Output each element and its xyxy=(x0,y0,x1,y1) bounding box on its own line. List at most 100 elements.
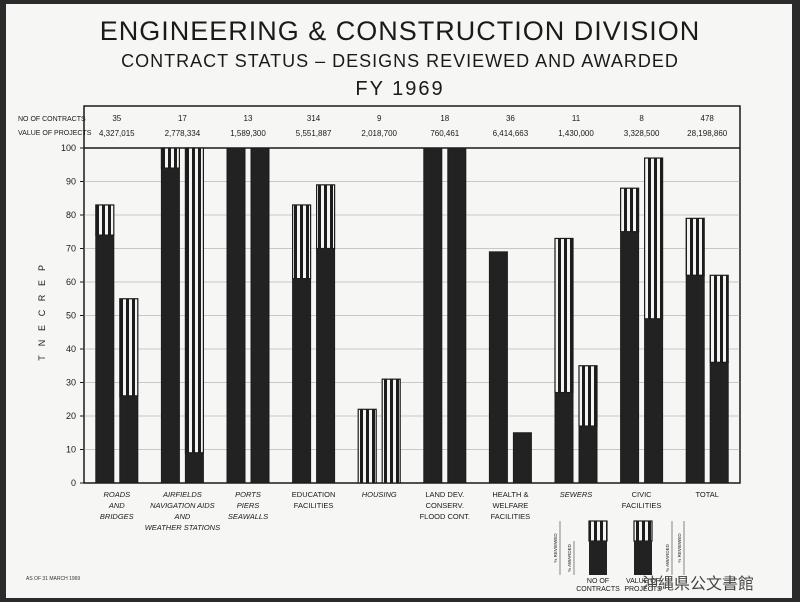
y-tick-label: 50 xyxy=(66,311,76,321)
category-label: FACILITIES xyxy=(622,501,662,510)
category-label: ROADS xyxy=(103,490,130,499)
bar-awarded-segment xyxy=(292,278,312,484)
legend-bar-label: VALUE OF xyxy=(626,578,660,585)
bar-reviewed-segment xyxy=(357,408,377,484)
bar-awarded-segment xyxy=(226,147,246,484)
bar-reviewed-segment xyxy=(578,365,598,427)
contracts-count: 11 xyxy=(572,114,581,123)
bar-awarded-segment xyxy=(184,452,204,484)
bar-awarded-segment xyxy=(447,147,467,484)
bar-awarded-segment xyxy=(95,234,115,484)
y-tick-label: 0 xyxy=(71,478,76,488)
bar-reviewed-segment xyxy=(554,237,574,394)
y-tick-label: 70 xyxy=(66,244,76,254)
legend-reviewed-text: % REVIEWED xyxy=(677,533,682,563)
legend-awarded-text: % AWARDED xyxy=(665,543,670,571)
category-label: CIVIC xyxy=(632,490,653,499)
category-label: SEAWALLS xyxy=(228,512,268,521)
category-label: WELFARE xyxy=(492,501,528,510)
contracts-count: 9 xyxy=(377,114,382,123)
project-value: 1,589,300 xyxy=(230,129,266,138)
category-label: AIRFIELDS xyxy=(162,490,202,499)
y-tick-label: 10 xyxy=(66,445,76,455)
category-label: TOTAL xyxy=(695,490,718,499)
y-tick-label: 30 xyxy=(66,378,76,388)
category-label: SEWERS xyxy=(560,490,593,499)
category-label: EDUCATION xyxy=(292,490,336,499)
contracts-count: 35 xyxy=(112,114,121,123)
bar-reviewed-segment xyxy=(184,147,204,454)
contracts-count: 8 xyxy=(639,114,644,123)
y-axis-label-letter: C xyxy=(37,309,47,316)
category-label: HOUSING xyxy=(362,490,397,499)
archive-watermark: 沖縄県公文書館 xyxy=(642,574,755,593)
y-tick-label: 40 xyxy=(66,344,76,354)
legend-bar-label: PROJECTS xyxy=(624,586,662,593)
y-axis-label-letter: P xyxy=(37,265,47,271)
project-value: 5,551,887 xyxy=(296,129,332,138)
project-value: 1,430,000 xyxy=(558,129,594,138)
bar-awarded-segment xyxy=(512,432,532,484)
legend-reviewed-swatch xyxy=(588,520,608,542)
bar-awarded-segment xyxy=(316,248,336,484)
chart-frame xyxy=(83,105,741,484)
bar-reviewed-segment xyxy=(119,298,139,397)
chart-subtitle: CONTRACT STATUS – DESIGNS REVIEWED AND A… xyxy=(121,51,679,71)
category-label: FLOOD CONT. xyxy=(420,512,470,521)
y-tick-label: 20 xyxy=(66,411,76,421)
legend-awarded-swatch xyxy=(589,541,607,575)
category-label: PORTS xyxy=(235,490,261,499)
legend-bar-label: NO OF xyxy=(587,578,609,585)
bar-reviewed-segment xyxy=(316,184,336,250)
bar-reviewed-segment xyxy=(292,204,312,280)
project-value: 760,461 xyxy=(430,129,459,138)
y-axis-label-letter: E xyxy=(37,325,47,331)
project-value: 2,778,334 xyxy=(165,129,201,138)
category-label: FACILITIES xyxy=(294,501,334,510)
category-label: NAVIGATION AIDS xyxy=(150,501,215,510)
bar-reviewed-segment xyxy=(160,147,180,169)
category-label: AND xyxy=(108,501,125,510)
contracts-count: 36 xyxy=(506,114,515,123)
bar-awarded-segment xyxy=(578,425,598,484)
bar-awarded-segment xyxy=(709,361,729,484)
legend-bar-label: CONTRACTS xyxy=(576,586,620,593)
category-label: HEALTH & xyxy=(492,490,528,499)
y-axis-label-letter: N xyxy=(37,340,47,347)
bar-awarded-segment xyxy=(423,147,443,484)
y-axis-label-letter: E xyxy=(37,280,47,286)
bar-awarded-segment xyxy=(685,274,705,484)
bar-reviewed-segment xyxy=(685,217,705,276)
category-label: PIERS xyxy=(237,501,260,510)
bar-reviewed-segment xyxy=(709,274,729,363)
category-label: AND xyxy=(173,512,190,521)
as-of-footnote: AS OF 31 MARCH 1969 xyxy=(26,576,81,582)
y-axis-label-letter: R xyxy=(37,294,47,301)
chart-title: ENGINEERING & CONSTRUCTION DIVISION xyxy=(99,16,701,46)
y-tick-label: 60 xyxy=(66,277,76,287)
project-value: 2,018,700 xyxy=(361,129,397,138)
category-label: LAND DEV. xyxy=(425,490,464,499)
row-label-contracts: NO OF CONTRACTS xyxy=(18,116,86,123)
category-label: CONSERV. xyxy=(426,501,464,510)
contracts-count: 478 xyxy=(701,114,715,123)
category-label: BRIDGES xyxy=(100,512,134,521)
project-value: 28,198,860 xyxy=(687,129,728,138)
bar-awarded-segment xyxy=(644,318,664,484)
contracts-count: 314 xyxy=(307,114,321,123)
bar-awarded-segment xyxy=(250,147,270,484)
category-label: WEATHER STATIONS xyxy=(145,523,220,532)
y-tick-label: 100 xyxy=(61,143,76,153)
legend-reviewed-text: % REVIEWED xyxy=(553,533,558,563)
project-value: 4,327,015 xyxy=(99,129,135,138)
legend-reviewed-swatch xyxy=(633,520,653,542)
bar-awarded-segment xyxy=(620,231,640,484)
bar-awarded-segment xyxy=(119,395,139,484)
bar-reviewed-segment xyxy=(95,204,115,236)
legend-awarded-swatch xyxy=(634,541,652,575)
bar-awarded-segment xyxy=(160,167,180,484)
bar-reviewed-segment xyxy=(643,157,664,320)
row-label-value: VALUE OF PROJECTS xyxy=(18,130,92,137)
bar-reviewed-segment xyxy=(381,378,401,484)
